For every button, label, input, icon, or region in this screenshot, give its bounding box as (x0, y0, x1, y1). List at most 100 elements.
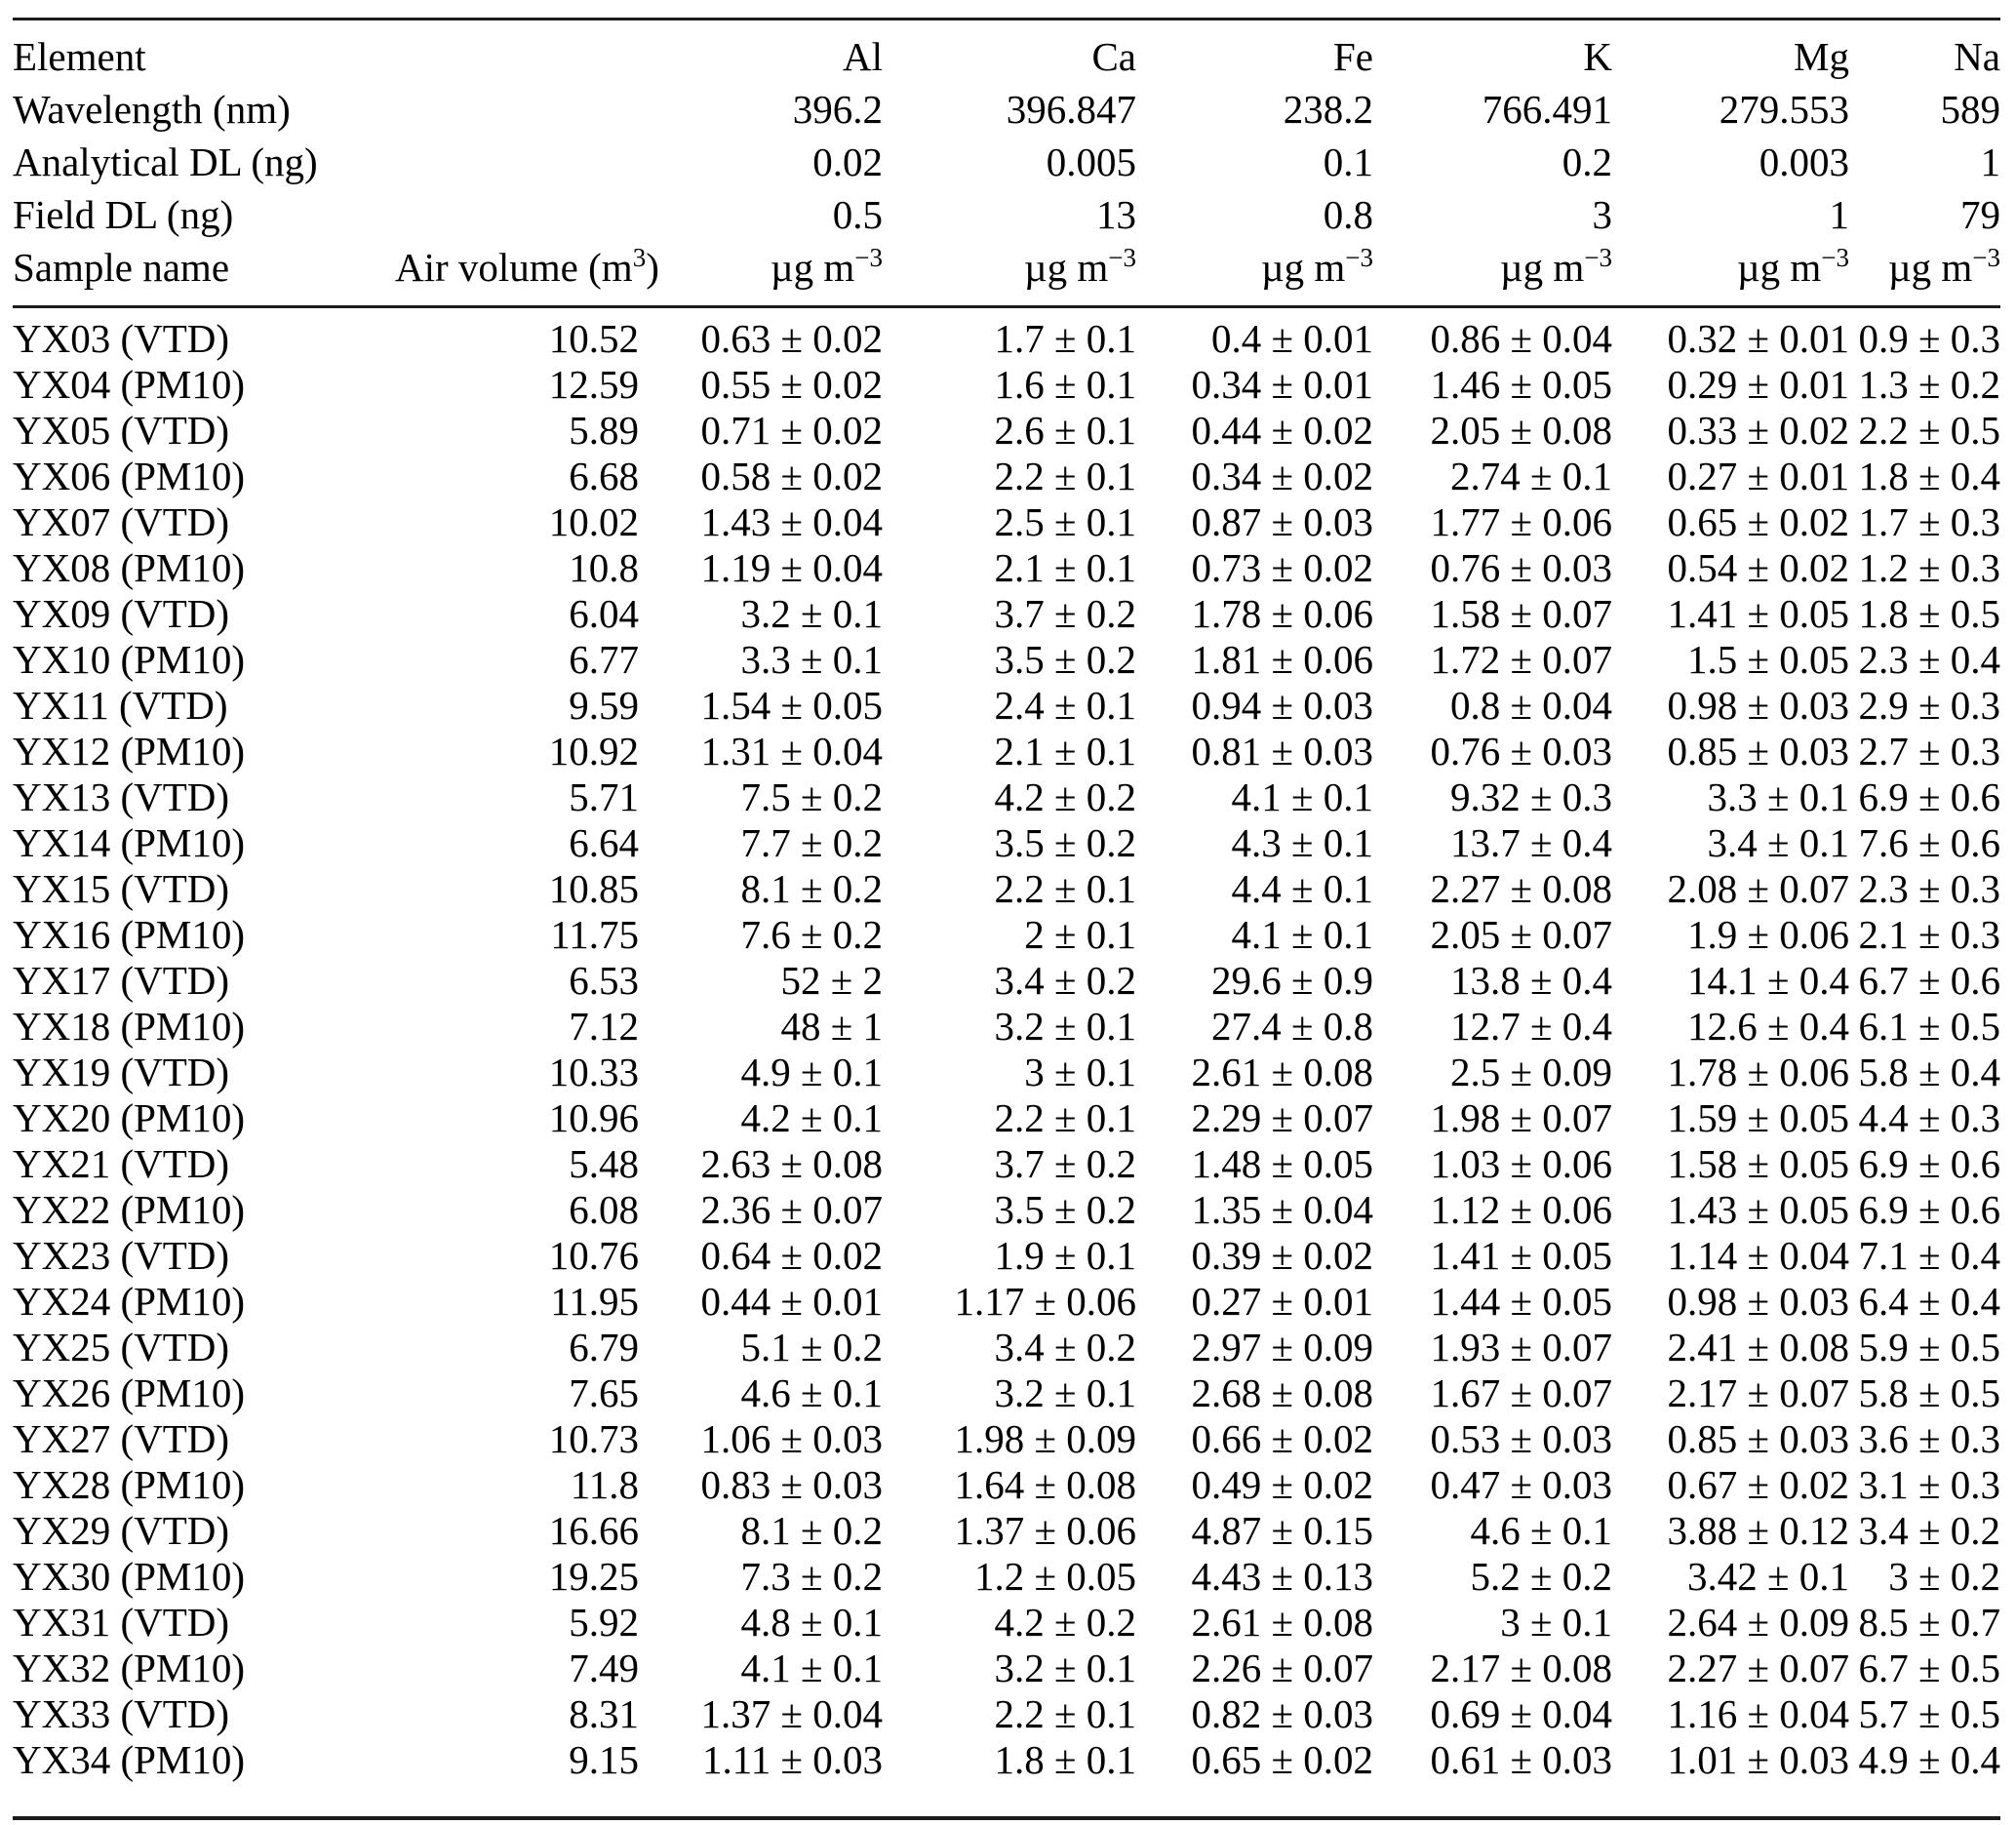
concentration-value: 0.32 ± 0.01 (1667, 316, 1849, 361)
concentration-value: 5.1 ± 0.2 (740, 1325, 883, 1369)
concentration-value: 1.59 ± 0.05 (1667, 1095, 1849, 1140)
air-volume: 10.76 (548, 1233, 639, 1278)
table-row: YX09 (VTD) 6.04 3.2 ± 0.1 3.7 ± 0.2 1.78 ± 0… (13, 591, 2000, 637)
concentration-value: 5.2 ± 0.2 (1470, 1554, 1612, 1599)
table-row: YX11 (VTD) 9.59 1.54 ± 0.05 2.4 ± 0.1 0.94 ±… (13, 683, 2000, 729)
concentration-value: 2.2 ± 0.5 (1858, 408, 2000, 453)
sample-name: YX21 (VTD) (13, 1141, 230, 1186)
concentration-value: 2.63 ± 0.08 (700, 1141, 883, 1186)
table-row: YX22 (PM10) 6.08 2.36 ± 0.07 3.5 ± 0.2 1.35 … (13, 1187, 2000, 1233)
concentration-value: 3.2 ± 0.1 (994, 1370, 1136, 1415)
concentration-value: 3.3 ± 0.1 (1707, 774, 1849, 819)
air-volume: 6.77 (569, 637, 639, 682)
concentration-value: 0.76 ± 0.03 (1430, 545, 1612, 590)
table-row: YX16 (PM10) 11.75 7.6 ± 0.2 2 ± 0.1 4.1 ± 0.… (13, 912, 2000, 958)
air-volume: 8.31 (569, 1691, 639, 1736)
concentration-value: 4.4 ± 0.3 (1858, 1095, 2000, 1140)
concentration-value: 1.06 ± 0.03 (700, 1416, 883, 1461)
concentration-value: 2.6 ± 0.1 (994, 408, 1136, 453)
concentration-value: 1.6 ± 0.1 (994, 362, 1136, 407)
field-dl-value: 0.5 (832, 192, 883, 237)
sample-name: YX34 (PM10) (13, 1737, 246, 1782)
concentration-value: 5.9 ± 0.5 (1858, 1325, 2000, 1369)
concentration-value: 0.76 ± 0.03 (1430, 729, 1612, 774)
concentration-value: 27.4 ± 0.8 (1210, 1004, 1373, 1049)
element-symbol: Fe (1333, 34, 1373, 79)
concentration-value: 1.8 ± 0.5 (1858, 591, 2000, 636)
concentration-value: 1.98 ± 0.09 (954, 1416, 1136, 1461)
air-volume: 10.52 (548, 316, 639, 361)
field-dl-value: 0.8 (1323, 192, 1373, 237)
sample-name: YX17 (VTD) (13, 958, 230, 1003)
air-volume: 10.02 (548, 499, 639, 544)
table-row: YX32 (PM10) 7.49 4.1 ± 0.1 3.2 ± 0.1 2.26 ± … (13, 1646, 2000, 1691)
wavelength-value: 396.2 (792, 87, 883, 132)
concentration-value: 1.43 ± 0.04 (700, 499, 883, 544)
concentration-value: 0.9 ± 0.3 (1858, 316, 2000, 361)
concentration-value: 0.8 ± 0.04 (1449, 683, 1612, 728)
table-row: YX08 (PM10) 10.8 1.19 ± 0.04 2.1 ± 0.1 0.73 … (13, 545, 2000, 591)
air-volume: 11.75 (550, 912, 639, 957)
sample-name: YX23 (VTD) (13, 1233, 230, 1278)
sample-name: YX19 (VTD) (13, 1050, 230, 1094)
superscript: −3 (854, 243, 883, 273)
concentration-value: 1.3 ± 0.2 (1858, 362, 2000, 407)
concentration-value: 8.1 ± 0.2 (740, 866, 883, 911)
concentration-value: 1.14 ± 0.04 (1667, 1233, 1849, 1278)
concentration-value: 0.81 ± 0.03 (1191, 729, 1373, 774)
concentration-value: 1.9 ± 0.1 (994, 1233, 1136, 1278)
concentration-value: 5.7 ± 0.5 (1858, 1691, 2000, 1736)
sample-name: YX14 (PM10) (13, 820, 246, 865)
concentration-value: 1.78 ± 0.06 (1667, 1050, 1849, 1094)
superscript: 3 (632, 243, 647, 273)
concentration-value: 3.42 ± 0.1 (1686, 1554, 1849, 1599)
concentration-value: 52 ± 2 (780, 958, 883, 1003)
concentration-value: 7.6 ± 0.2 (740, 912, 883, 957)
concentration-value: 1.77 ± 0.06 (1430, 499, 1612, 544)
element-symbol: K (1583, 34, 1612, 79)
concentration-value: 0.39 ± 0.02 (1191, 1233, 1373, 1278)
concentration-value: 2.3 ± 0.4 (1858, 637, 2000, 682)
concentration-value: 2.97 ± 0.09 (1191, 1325, 1373, 1369)
concentration-value: 0.34 ± 0.02 (1191, 454, 1373, 498)
sample-name: YX05 (VTD) (13, 408, 230, 453)
concentration-value: 3.7 ± 0.2 (994, 1141, 1136, 1186)
concentration-value: 1.58 ± 0.07 (1430, 591, 1612, 636)
table-row: YX31 (VTD) 5.92 4.8 ± 0.1 4.2 ± 0.2 2.61 ± 0… (13, 1600, 2000, 1646)
air-volume: 10.73 (548, 1416, 639, 1461)
concentration-value: 7.7 ± 0.2 (740, 820, 883, 865)
sample-name: YX29 (VTD) (13, 1508, 230, 1553)
sample-name-header: Sample name (13, 241, 395, 308)
concentration-value: 1.37 ± 0.04 (700, 1691, 883, 1736)
concentration-value: 4.1 ± 0.1 (1231, 912, 1373, 957)
columns-row: Sample name Air volume (m3) µg m−3 µg m−… (13, 241, 2000, 308)
air-volume: 6.68 (569, 454, 639, 498)
concentration-value: 0.54 ± 0.02 (1667, 545, 1849, 590)
concentration-value: 4.9 ± 0.4 (1858, 1737, 2000, 1782)
concentration-value: 2.41 ± 0.08 (1667, 1325, 1849, 1369)
concentration-value: 2.74 ± 0.1 (1449, 454, 1612, 498)
concentration-value: 12.7 ± 0.4 (1449, 1004, 1612, 1049)
table-row: YX28 (PM10) 11.8 0.83 ± 0.03 1.64 ± 0.08 0.4… (13, 1462, 2000, 1508)
air-volume: 5.89 (569, 408, 639, 453)
table-row: YX06 (PM10) 6.68 0.58 ± 0.02 2.2 ± 0.1 0.34 … (13, 454, 2000, 499)
superscript: −3 (1821, 243, 1849, 273)
concentration-value: 2.9 ± 0.3 (1858, 683, 2000, 728)
concentration-value: 6.7 ± 0.6 (1858, 958, 2000, 1003)
sample-name: YX04 (PM10) (13, 362, 246, 407)
concentration-value: 3.2 ± 0.1 (994, 1004, 1136, 1049)
concentration-value: 3.1 ± 0.3 (1858, 1462, 2000, 1507)
concentration-value: 2.4 ± 0.1 (994, 683, 1136, 728)
concentration-value: 0.73 ± 0.02 (1191, 545, 1373, 590)
table-row: YX26 (PM10) 7.65 4.6 ± 0.1 3.2 ± 0.1 2.68 ± … (13, 1370, 2000, 1416)
concentration-value: 3.4 ± 0.2 (994, 958, 1136, 1003)
table-row: YX17 (VTD) 6.53 52 ± 2 3.4 ± 0.2 29.6 ± 0.9 1… (13, 958, 2000, 1004)
concentration-value: 3.4 ± 0.2 (1858, 1508, 2000, 1553)
air-volume: 9.59 (569, 683, 639, 728)
concentration-value: 1.2 ± 0.05 (973, 1554, 1136, 1599)
concentration-value: 2.17 ± 0.08 (1430, 1646, 1612, 1690)
concentration-value: 0.58 ± 0.02 (700, 454, 883, 498)
concentration-value: 8.5 ± 0.7 (1858, 1600, 2000, 1645)
sample-name: YX16 (PM10) (13, 912, 246, 957)
concentration-value: 1.58 ± 0.05 (1667, 1141, 1849, 1186)
